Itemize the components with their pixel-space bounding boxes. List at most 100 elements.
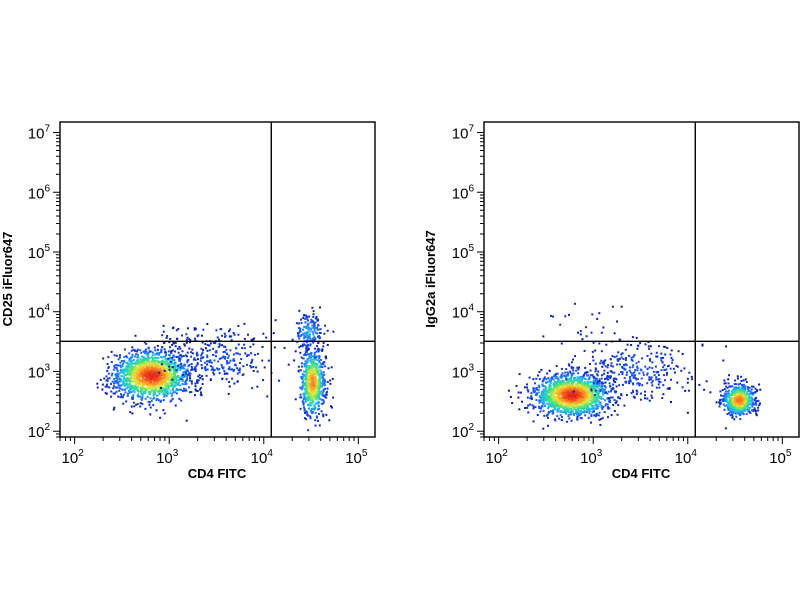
igg2a-plot-event-point — [563, 383, 566, 386]
cd25-plot-event-point — [176, 367, 179, 369]
cd25-plot-event-point — [315, 391, 318, 393]
igg2a-plot-event-point — [558, 406, 561, 408]
igg2a-plot-event-point — [553, 385, 555, 388]
igg2a-plot-event-point — [744, 378, 747, 381]
cd25-plot-event-point — [194, 370, 197, 373]
igg2a-plot-event-point — [556, 404, 559, 407]
igg2a-plot-event-point — [635, 336, 638, 339]
igg2a-plot-event-point — [578, 414, 581, 417]
cd25-plot-event-point — [267, 359, 270, 362]
cd25-plot-event-point — [220, 364, 223, 366]
igg2a-plot-event-point — [733, 406, 736, 409]
cd25-plot-event-point — [160, 378, 163, 381]
cd25-plot-event-point — [159, 375, 162, 378]
igg2a-plot-event-point — [741, 385, 744, 388]
igg2a-plot-event-point — [517, 396, 520, 399]
cd25-plot-event-point — [312, 339, 315, 342]
igg2a-plot-event-point — [599, 424, 602, 426]
igg2a-plot-event-point — [577, 372, 580, 375]
cd25-plot-event-point — [113, 354, 116, 357]
igg2a-plot-event-point — [648, 366, 651, 369]
cd25-plot-event-point — [303, 343, 305, 346]
cd25-plot-frame — [59, 121, 376, 438]
cd25-plot-event-point — [129, 356, 132, 359]
cd25-plot-event-point — [221, 366, 224, 369]
cd25-plot-event-point — [321, 391, 324, 394]
cd25-plot-event-point — [302, 357, 305, 360]
cd25-plot-event-point — [126, 361, 129, 364]
cd25-plot-event-point — [182, 390, 184, 392]
cd25-plot-event-point — [110, 361, 113, 363]
cd25-plot-event-point — [133, 375, 136, 378]
igg2a-plot-event-point — [584, 366, 587, 369]
cd25-plot-event-point — [321, 350, 324, 352]
igg2a-plot-event-point — [748, 403, 751, 406]
igg2a-plot-event-point — [584, 395, 587, 398]
igg2a-plot-event-point — [635, 378, 638, 381]
igg2a-plot-event-point — [726, 395, 729, 398]
cd25-plot-event-point — [163, 348, 166, 351]
cd25-plot-event-point — [147, 383, 150, 386]
cd25-plot-event-point — [158, 389, 161, 392]
cd25-plot-event-point — [178, 364, 181, 367]
igg2a-plot-event-point — [720, 394, 723, 397]
cd25-plot-event-point — [294, 350, 297, 353]
cd25-plot-event-point — [169, 389, 172, 392]
cd25-plot-event-point — [143, 359, 146, 362]
cd25-plot-event-point — [240, 358, 243, 360]
igg2a-plot-event-point — [574, 397, 577, 400]
igg2a-plot-event-point — [754, 387, 757, 390]
cd25-plot-event-point — [206, 323, 209, 325]
cd25-plot-event-point — [142, 361, 145, 363]
igg2a-plot-event-point — [599, 418, 602, 421]
cd25-plot-event-point — [318, 355, 321, 358]
igg2a-plot-event-point — [596, 405, 599, 408]
igg2a-plot-event-point — [749, 400, 752, 402]
cd25-plot-event-point — [313, 389, 316, 392]
cd25-plot-event-point — [187, 373, 190, 376]
cd25-plot-event-point — [156, 360, 159, 363]
cd25-plot-y-tick-label: 104 — [28, 303, 51, 322]
igg2a-plot-event-point — [590, 415, 593, 418]
cd25-plot-event-point — [311, 306, 314, 309]
cd25-plot-event-point — [319, 376, 322, 379]
igg2a-plot-event-point — [567, 404, 570, 407]
igg2a-plot-event-point — [555, 403, 558, 406]
igg2a-plot-event-point — [628, 382, 631, 385]
igg2a-plot-event-point — [747, 410, 750, 413]
igg2a-plot-event-point — [544, 385, 547, 388]
cd25-plot-event-point — [159, 385, 162, 388]
cd25-plot-event-point — [163, 395, 166, 398]
cd25-plot-event-point — [185, 389, 188, 392]
igg2a-plot-event-point — [509, 396, 512, 398]
cd25-plot-event-point — [184, 344, 187, 347]
cd25-plot-event-point — [309, 372, 312, 375]
cd25-plot-event-point — [182, 372, 185, 375]
cd25-plot-event-point — [138, 362, 141, 365]
cd25-plot-event-point — [318, 361, 321, 364]
cd25-plot-event-point — [176, 376, 179, 378]
cd25-plot-event-point — [232, 359, 235, 362]
igg2a-plot-event-point — [518, 373, 521, 376]
cd25-plot-event-point — [177, 351, 180, 354]
igg2a-plot-event-point — [575, 402, 578, 405]
cd25-plot-event-point — [200, 364, 203, 367]
cd25-plot-event-point — [175, 392, 178, 395]
cd25-plot-event-point — [310, 382, 313, 385]
igg2a-plot-event-point — [552, 395, 554, 398]
cd25-plot-event-point — [148, 387, 151, 390]
cd25-plot-event-point — [174, 361, 177, 364]
igg2a-plot-event-point — [548, 389, 551, 392]
igg2a-plot-event-point — [597, 405, 600, 408]
cd25-plot-event-point — [314, 356, 317, 359]
igg2a-plot-event-point — [515, 385, 518, 387]
cd25-plot-event-point — [162, 389, 165, 392]
cd25-plot-event-point — [118, 386, 121, 389]
cd25-plot-event-point — [156, 366, 159, 369]
cd25-plot-event-point — [134, 363, 137, 366]
igg2a-plot-event-point — [520, 391, 522, 394]
igg2a-plot-event-point — [553, 374, 556, 377]
cd25-plot-event-point — [178, 397, 181, 400]
igg2a-plot-event-point — [582, 402, 585, 405]
cd25-plot-event-point — [316, 359, 319, 362]
